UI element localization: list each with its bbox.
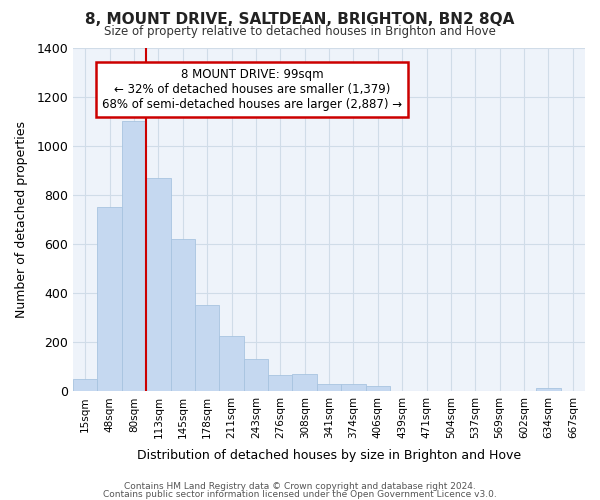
X-axis label: Distribution of detached houses by size in Brighton and Hove: Distribution of detached houses by size … — [137, 450, 521, 462]
Bar — [536, 388, 560, 392]
Text: 8, MOUNT DRIVE, SALTDEAN, BRIGHTON, BN2 8QA: 8, MOUNT DRIVE, SALTDEAN, BRIGHTON, BN2 … — [85, 12, 515, 28]
Bar — [244, 360, 268, 392]
Bar — [146, 178, 170, 392]
Bar — [365, 386, 390, 392]
Y-axis label: Number of detached properties: Number of detached properties — [15, 121, 28, 318]
Bar — [292, 374, 317, 392]
Text: 8 MOUNT DRIVE: 99sqm
← 32% of detached houses are smaller (1,379)
68% of semi-de: 8 MOUNT DRIVE: 99sqm ← 32% of detached h… — [102, 68, 403, 111]
Bar — [122, 121, 146, 392]
Bar — [268, 376, 292, 392]
Text: Contains HM Land Registry data © Crown copyright and database right 2024.: Contains HM Land Registry data © Crown c… — [124, 482, 476, 491]
Text: Size of property relative to detached houses in Brighton and Hove: Size of property relative to detached ho… — [104, 25, 496, 38]
Bar — [220, 336, 244, 392]
Bar — [170, 239, 195, 392]
Bar — [341, 384, 365, 392]
Text: Contains public sector information licensed under the Open Government Licence v3: Contains public sector information licen… — [103, 490, 497, 499]
Bar — [195, 306, 220, 392]
Bar — [97, 207, 122, 392]
Bar — [73, 379, 97, 392]
Bar — [317, 384, 341, 392]
